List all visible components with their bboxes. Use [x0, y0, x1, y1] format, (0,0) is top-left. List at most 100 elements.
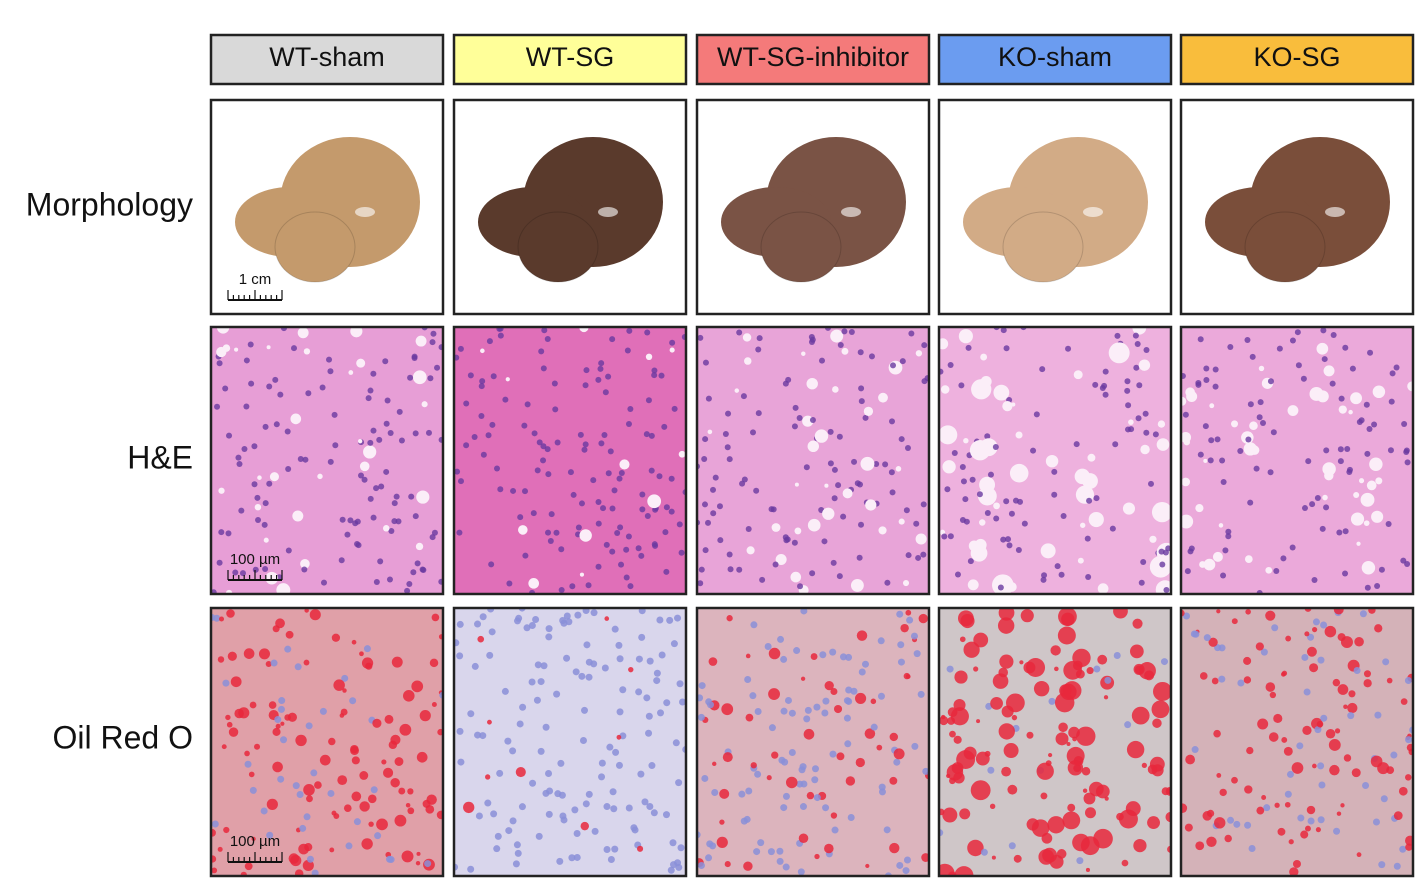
vacuole	[832, 386, 839, 393]
nucleus	[677, 844, 685, 852]
nucleus	[662, 529, 669, 536]
vacuole	[1011, 402, 1016, 407]
nucleus	[652, 506, 659, 513]
nucleus	[457, 758, 465, 766]
scale-bar-label: 1 cm	[239, 271, 272, 288]
lipid-droplet	[1072, 736, 1078, 742]
nucleus	[294, 663, 302, 671]
nucleus	[427, 375, 434, 382]
lipid-droplet	[331, 810, 337, 816]
nucleus	[1294, 329, 1301, 336]
lipid-droplet	[1329, 764, 1340, 776]
nucleus	[653, 669, 661, 677]
nucleus	[707, 701, 715, 709]
nucleus	[1301, 505, 1308, 512]
vacuole	[1073, 370, 1083, 380]
nucleus	[292, 782, 300, 790]
nucleus	[1113, 651, 1121, 659]
nucleus	[277, 775, 285, 783]
nucleus	[545, 471, 552, 478]
nucleus	[1404, 459, 1411, 466]
nucleus	[1358, 417, 1365, 424]
nucleus	[884, 579, 891, 586]
nucleus	[1003, 345, 1010, 352]
vacuole	[1353, 491, 1360, 499]
lipid-droplet	[1121, 859, 1129, 867]
nucleus	[1218, 675, 1226, 683]
vacuole	[528, 578, 540, 589]
lipid-droplet	[1324, 625, 1337, 638]
nucleus	[784, 696, 792, 704]
vacuole	[842, 488, 853, 499]
lipid-droplet	[990, 697, 1003, 710]
liver-lobe	[1244, 211, 1326, 283]
lipid-droplet	[419, 710, 431, 722]
lipid-droplet	[1152, 718, 1162, 728]
nucleus	[1338, 395, 1345, 402]
vacuole	[1040, 543, 1056, 559]
vacuole	[412, 370, 427, 385]
nucleus	[1346, 468, 1353, 475]
nucleus	[618, 561, 625, 568]
nucleus	[1086, 497, 1093, 504]
lipid-droplet	[298, 843, 309, 855]
nucleus	[1163, 587, 1170, 594]
nucleus	[367, 387, 374, 394]
nucleus	[327, 789, 335, 797]
nucleus	[724, 444, 731, 451]
nucleus	[605, 373, 612, 380]
vacuole	[382, 525, 390, 532]
nucleus	[1244, 821, 1252, 829]
panel-image	[939, 327, 1171, 594]
vacuole	[860, 456, 875, 471]
nucleus	[813, 703, 821, 711]
lipid-droplet	[331, 633, 341, 642]
nucleus	[243, 403, 250, 410]
vacuole	[1361, 561, 1376, 575]
nucleus	[344, 531, 351, 538]
panel-frame	[452, 98, 688, 316]
nucleus	[1289, 337, 1296, 344]
lipid-droplet	[1255, 642, 1264, 651]
nucleus	[454, 354, 460, 361]
vacuole	[216, 327, 230, 334]
nucleus	[406, 580, 413, 587]
nucleus	[902, 867, 910, 875]
nucleus	[538, 348, 545, 355]
nucleus	[1372, 818, 1380, 826]
nucleus	[274, 716, 282, 724]
nucleus	[782, 863, 790, 871]
nucleus	[243, 357, 250, 364]
nucleus	[501, 687, 509, 695]
nucleus	[1005, 536, 1012, 543]
lipid-droplet	[1343, 704, 1348, 710]
nucleus	[913, 650, 921, 658]
nucleus	[614, 530, 621, 537]
nucleus	[1058, 571, 1065, 578]
nucleus	[1048, 697, 1056, 705]
nucleus	[697, 862, 705, 870]
nucleus	[987, 471, 994, 478]
nucleus	[395, 518, 402, 525]
lipid-droplet	[1213, 729, 1221, 738]
nucleus	[404, 587, 411, 594]
nucleus	[756, 335, 763, 342]
nucleus	[590, 660, 598, 668]
vacuole	[266, 345, 271, 350]
lipid-droplet	[998, 667, 1009, 678]
lipid-droplet	[361, 838, 373, 850]
lipid-droplet	[314, 781, 322, 789]
nucleus	[858, 385, 865, 392]
nucleus	[1374, 583, 1381, 590]
nucleus	[1085, 573, 1092, 580]
nucleus	[645, 729, 653, 737]
nucleus	[262, 566, 269, 573]
nucleus	[1128, 426, 1135, 433]
nucleus	[479, 378, 486, 385]
nucleus	[753, 848, 761, 856]
nucleus	[598, 360, 605, 367]
nucleus	[1289, 544, 1296, 551]
lipid-droplet	[855, 757, 865, 768]
lipid-droplet	[1208, 637, 1218, 647]
nucleus	[1225, 533, 1232, 540]
